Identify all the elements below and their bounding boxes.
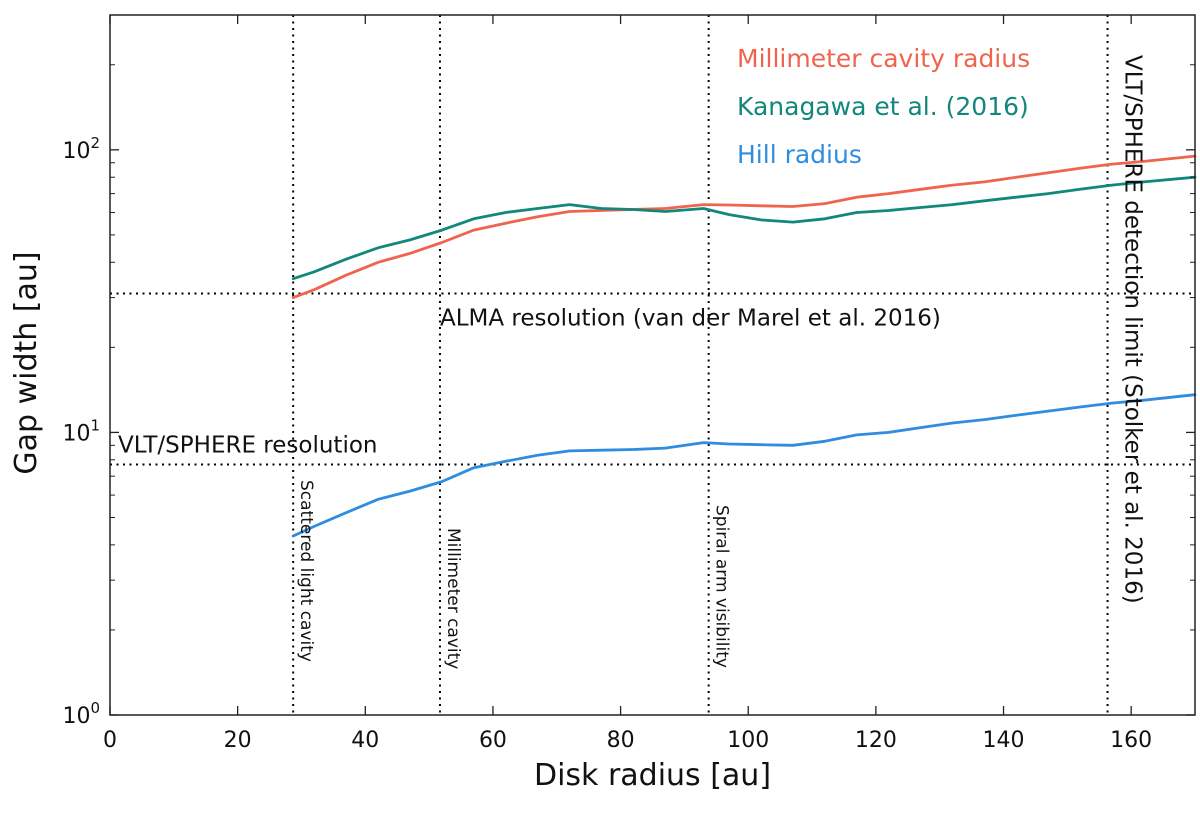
x-tick-label: 60: [479, 728, 507, 753]
x-tick-label: 120: [855, 728, 897, 753]
x-tick-label: 160: [1110, 728, 1152, 753]
alma-resolution-label: ALMA resolution (van der Marel et al. 20…: [440, 306, 941, 332]
y-tick-label: 102: [62, 134, 100, 164]
x-tick-label: 140: [983, 728, 1025, 753]
series-line: [291, 175, 1197, 281]
plot-frame: [109, 14, 1196, 716]
sphere-resolution-label: VLT/SPHERE resolution: [118, 432, 377, 458]
reference-lines: [110, 15, 1195, 715]
annotation-labels: ALMA resolution (van der Marel et al. 20…: [118, 55, 1146, 669]
legend: Millimeter cavity radius Kanagawa et al. …: [737, 44, 1030, 169]
vertical-line-label: Spiral arm visibility: [712, 505, 732, 668]
x-tick-label: 40: [351, 728, 379, 753]
x-tick-label: 20: [224, 728, 252, 753]
vertical-line-label: Scattered light cavity: [296, 480, 316, 662]
legend-entry: Kanagawa et al. (2016): [737, 92, 1029, 121]
legend-entry: Millimeter cavity radius: [737, 44, 1030, 73]
vertical-line-label: VLT/SPHERE detection limit (Stolker et a…: [1120, 55, 1146, 604]
axes: 0 20 40 60 80 100 120 140 160 100 101 102: [62, 14, 1196, 753]
x-tick-label: 100: [727, 728, 769, 753]
series-line: [291, 393, 1197, 538]
y-tick-label: 100: [62, 699, 100, 729]
series-line: [291, 154, 1197, 300]
legend-entry: Hill radius: [737, 140, 862, 169]
vertical-line-label: Millimeter cavity: [443, 528, 463, 669]
x-tick-label: 80: [607, 728, 635, 753]
x-tick-label: 0: [103, 728, 117, 753]
y-tick-label: 101: [62, 416, 100, 446]
x-axis-title: Disk radius [au]: [534, 758, 771, 793]
y-axis-title: Gap width [au]: [9, 251, 44, 474]
data-series: [291, 154, 1197, 538]
